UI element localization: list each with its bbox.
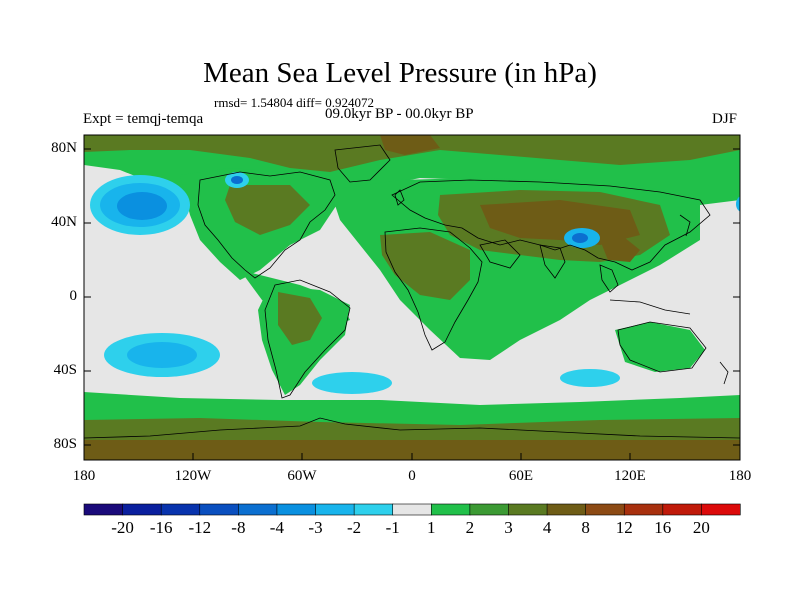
- colorbar-swatch: [469, 503, 510, 516]
- coastline-north-america: [197, 171, 336, 279]
- colorbar-swatch: [508, 503, 548, 516]
- lat-label: 80N: [51, 140, 77, 156]
- lon-label: 120W: [174, 468, 212, 484]
- coastline-japan: [679, 214, 691, 237]
- field-bay-of-bengal-low-core: [572, 233, 588, 243]
- field-south-pacific-low-core: [127, 342, 197, 368]
- field-south-atlantic-low: [312, 372, 392, 394]
- field-south-indian-low: [560, 369, 620, 387]
- season-label: DJF: [712, 111, 738, 127]
- field-north-america-olive: [225, 185, 310, 235]
- field-arctic-brown: [380, 135, 440, 155]
- coastline-india: [539, 244, 566, 279]
- colorbar-label: -2: [347, 518, 362, 537]
- colorbar: [83, 503, 741, 516]
- colorbar-swatch: [315, 503, 355, 516]
- field-asia-brown: [480, 200, 640, 245]
- colorbar-swatch: [623, 503, 664, 516]
- lon-label: 60E: [508, 468, 534, 484]
- coastline-eurasia: [391, 179, 711, 271]
- colorbar-swatch: [83, 503, 124, 516]
- colorbar-label: -1: [385, 518, 400, 537]
- field-tibet-brown: [600, 238, 640, 262]
- period-label: 09.0kyr BP - 00.0kyr BP: [325, 106, 474, 122]
- colorbar-swatch: [199, 503, 239, 516]
- lon-label: 0: [408, 468, 416, 484]
- coastline-antarctica: [84, 417, 740, 439]
- coastline-new-zealand: [719, 361, 729, 385]
- field-hudson-low-core: [231, 176, 243, 184]
- colorbar-swatch: [662, 503, 703, 516]
- coastline-greenland: [334, 144, 391, 183]
- lat-ticks: [84, 148, 740, 446]
- colorbar-label: 3: [504, 518, 513, 537]
- coastline-arabia: [479, 239, 521, 269]
- colorbar-label: 20: [692, 518, 710, 537]
- colorbar-swatch: [276, 503, 317, 516]
- lon-label: 120E: [614, 468, 646, 484]
- colorbar-swatch: [160, 503, 201, 516]
- lon-label: 180: [72, 468, 96, 484]
- coastline-australia: [617, 321, 707, 373]
- lat-label: 40S: [53, 362, 77, 378]
- stats-label: rmsd= 1.54804 diff= 0.924072: [214, 95, 374, 110]
- colorbar-label: 2: [465, 518, 475, 537]
- lon-label: 180: [728, 468, 752, 484]
- lat-label: 80S: [53, 436, 77, 452]
- colorbar-label: -8: [231, 518, 246, 537]
- lat-label: 0: [69, 288, 78, 304]
- colorbar-label: 12: [615, 518, 633, 537]
- lon-ticks: [83, 453, 741, 460]
- field-antarctic-brown: [84, 440, 740, 460]
- colorbar-label: 16: [654, 518, 672, 537]
- pressure-field: [84, 135, 740, 460]
- field-north-pacific-low-core: [117, 192, 167, 220]
- coastline-south-america: [264, 279, 351, 399]
- colorbar-swatch: [238, 503, 278, 516]
- colorbar-swatch: [353, 503, 394, 516]
- field-south-america-olive: [278, 292, 322, 345]
- colorbar-swatch: [392, 503, 432, 516]
- coastline-indonesia: [609, 299, 691, 315]
- colorbar-label: -12: [188, 518, 212, 537]
- colorbar-swatch: [430, 503, 471, 516]
- lat-label: 40N: [51, 214, 77, 230]
- colorbar-label: 8: [581, 518, 590, 537]
- colorbar-label: 4: [542, 518, 552, 537]
- coastline-southeast-asia: [599, 264, 619, 293]
- lon-label: 60W: [287, 468, 317, 484]
- field-australia: [615, 322, 705, 372]
- coastlines: [84, 144, 740, 439]
- colorbar-label: -16: [149, 518, 173, 537]
- colorbar-swatch: [122, 503, 162, 516]
- field-east-edge-low: [736, 196, 740, 212]
- coastline-africa: [384, 227, 483, 351]
- colorbar-swatch: [546, 503, 587, 516]
- field-africa-olive: [380, 232, 470, 300]
- colorbar-swatch: [701, 503, 741, 516]
- coastline-britain: [394, 189, 405, 206]
- experiment-label: Expt = temqj-temqa: [83, 111, 204, 127]
- colorbar-label: 1: [427, 518, 436, 537]
- colorbar-label: -3: [308, 518, 323, 537]
- map-title: Mean Sea Level Pressure (in hPa): [203, 57, 597, 89]
- colorbar-swatch: [585, 503, 625, 516]
- colorbar-label: -4: [269, 518, 284, 537]
- colorbar-label: -20: [111, 518, 134, 537]
